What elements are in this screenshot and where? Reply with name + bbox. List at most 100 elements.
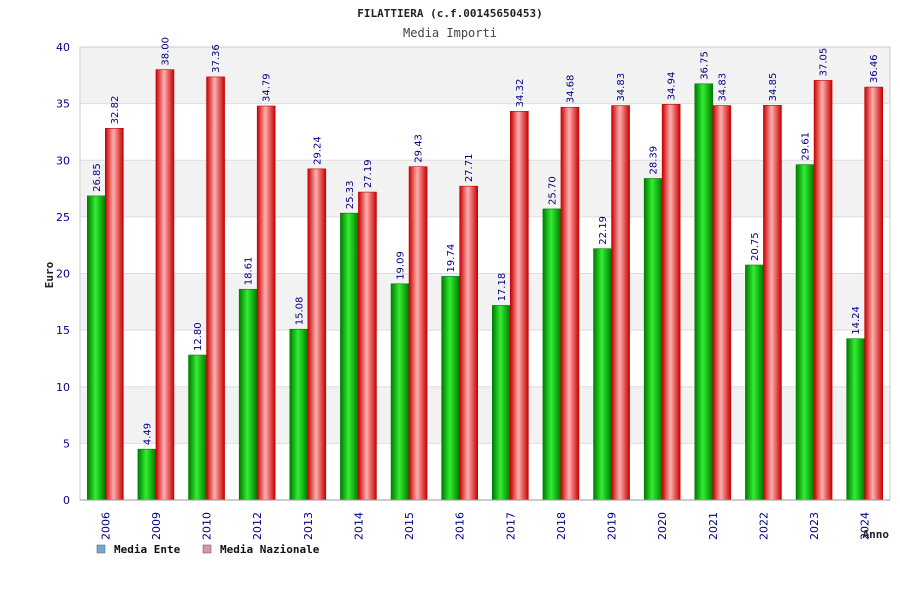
data-label: 36.46 bbox=[869, 54, 880, 83]
data-label: 37.05 bbox=[819, 48, 830, 77]
x-tick-label: 2010 bbox=[201, 512, 214, 540]
bar-media-ente bbox=[289, 328, 309, 501]
bar-media-ente bbox=[441, 276, 460, 501]
x-tick-label: 2022 bbox=[757, 512, 770, 540]
data-label: 25.33 bbox=[345, 180, 356, 209]
bar-media-nazionale bbox=[813, 80, 833, 501]
data-label: 27.19 bbox=[363, 159, 374, 188]
bar-media-nazionale bbox=[105, 128, 124, 501]
legend-swatch-nazionale bbox=[202, 544, 212, 554]
data-label: 15.08 bbox=[294, 297, 305, 326]
bar-media-ente bbox=[238, 288, 258, 501]
bar-media-nazionale bbox=[510, 111, 529, 501]
bar-media-ente bbox=[87, 195, 106, 501]
data-label: 34.32 bbox=[515, 79, 526, 108]
x-tick-label: 2017 bbox=[504, 512, 517, 540]
bar-media-nazionale bbox=[307, 168, 327, 501]
data-label: 32.82 bbox=[110, 96, 121, 125]
legend-swatch-ente bbox=[96, 544, 106, 554]
bar-media-ente bbox=[745, 264, 764, 501]
x-axis-label: Anno bbox=[863, 528, 890, 541]
bar-media-nazionale bbox=[712, 105, 732, 501]
bar-media-nazionale bbox=[661, 104, 681, 501]
y-tick-label: 15 bbox=[56, 324, 70, 337]
data-label: 14.24 bbox=[851, 306, 862, 335]
y-tick-label: 40 bbox=[56, 41, 70, 54]
data-label: 27.71 bbox=[464, 154, 475, 183]
y-tick-label: 20 bbox=[56, 268, 70, 281]
bar-media-ente bbox=[795, 164, 815, 501]
data-label: 25.70 bbox=[547, 176, 558, 205]
bar-media-nazionale bbox=[763, 105, 782, 501]
x-tick-label: 2016 bbox=[454, 512, 467, 540]
legend-label-nazionale: Media Nazionale bbox=[220, 543, 320, 556]
data-label: 29.24 bbox=[312, 136, 323, 165]
bar-media-ente bbox=[390, 283, 410, 501]
bar-media-ente bbox=[492, 305, 511, 501]
bar-media-ente bbox=[137, 448, 157, 501]
data-label: 19.09 bbox=[396, 251, 407, 280]
data-label: 38.00 bbox=[160, 37, 171, 66]
y-tick-label: 0 bbox=[63, 494, 70, 507]
bar-media-nazionale bbox=[155, 69, 175, 501]
x-tick-label: 2013 bbox=[302, 512, 315, 540]
data-label: 4.49 bbox=[142, 423, 153, 445]
bar-media-nazionale bbox=[459, 185, 478, 501]
x-tick-label: 2024 bbox=[859, 512, 872, 540]
data-label: 34.94 bbox=[667, 72, 678, 101]
bar-media-ente bbox=[188, 354, 207, 501]
x-tick-label: 2015 bbox=[403, 512, 416, 540]
x-tick-label: 2019 bbox=[606, 512, 619, 540]
bar-media-nazionale bbox=[408, 166, 428, 501]
chart-title: FILATTIERA (c.f.00145650453) bbox=[357, 7, 542, 20]
x-tick-label: 2023 bbox=[808, 512, 821, 540]
bar-media-nazionale bbox=[560, 106, 580, 501]
data-label: 36.75 bbox=[699, 51, 710, 80]
data-label: 34.83 bbox=[717, 73, 728, 102]
legend: Media Ente Media Nazionale bbox=[96, 543, 320, 556]
data-label: 29.61 bbox=[801, 132, 812, 161]
data-label: 12.80 bbox=[193, 322, 204, 351]
bar-media-nazionale bbox=[256, 105, 276, 501]
data-label: 34.68 bbox=[565, 75, 576, 104]
y-axis: 0 5 10 15 20 25 30 35 40 bbox=[56, 41, 70, 507]
legend-label-ente: Media Ente bbox=[114, 543, 181, 556]
y-tick-label: 5 bbox=[63, 437, 70, 450]
data-label: 26.85 bbox=[92, 163, 103, 192]
bar-media-ente bbox=[593, 248, 612, 501]
x-tick-label: 2009 bbox=[150, 512, 163, 540]
bar-media-nazionale bbox=[358, 191, 377, 501]
data-label: 20.75 bbox=[750, 232, 761, 261]
x-tick-label: 2021 bbox=[707, 512, 720, 540]
x-tick-label: 2006 bbox=[99, 512, 112, 540]
bar-media-nazionale bbox=[611, 105, 630, 501]
x-axis: 2006 2009 2010 2012 2013 2014 2015 2016 2017 2018… bbox=[80, 499, 890, 540]
data-label: 29.43 bbox=[414, 134, 425, 163]
bar-media-ente bbox=[340, 212, 359, 501]
bar-media-nazionale bbox=[864, 86, 883, 501]
data-label: 34.79 bbox=[262, 73, 273, 102]
bar-media-ente bbox=[694, 83, 714, 501]
y-axis-label: Euro bbox=[43, 261, 56, 288]
chart-subtitle: Media Importi bbox=[403, 26, 497, 40]
data-label: 37.36 bbox=[211, 44, 222, 73]
bar-media-ente bbox=[542, 208, 562, 501]
bar-media-ente bbox=[846, 338, 865, 501]
x-tick-label: 2018 bbox=[555, 512, 568, 540]
data-label: 28.39 bbox=[649, 146, 660, 175]
x-tick-label: 2020 bbox=[656, 512, 669, 540]
y-tick-label: 25 bbox=[56, 211, 70, 224]
x-tick-label: 2012 bbox=[251, 512, 264, 540]
data-label: 34.85 bbox=[768, 73, 779, 102]
y-tick-label: 10 bbox=[56, 381, 70, 394]
y-tick-label: 30 bbox=[56, 154, 70, 167]
y-tick-label: 35 bbox=[56, 98, 70, 111]
data-label: 17.18 bbox=[497, 273, 508, 302]
x-tick-label: 2014 bbox=[352, 512, 365, 540]
data-label: 18.61 bbox=[244, 257, 255, 286]
bar-media-nazionale bbox=[206, 76, 225, 501]
bars: 26.85 32.82 4.49 38.00 12.80 37.36 18.61 34.79 1… bbox=[87, 37, 883, 501]
bar-media-ente bbox=[643, 178, 663, 501]
data-label: 22.19 bbox=[598, 216, 609, 245]
